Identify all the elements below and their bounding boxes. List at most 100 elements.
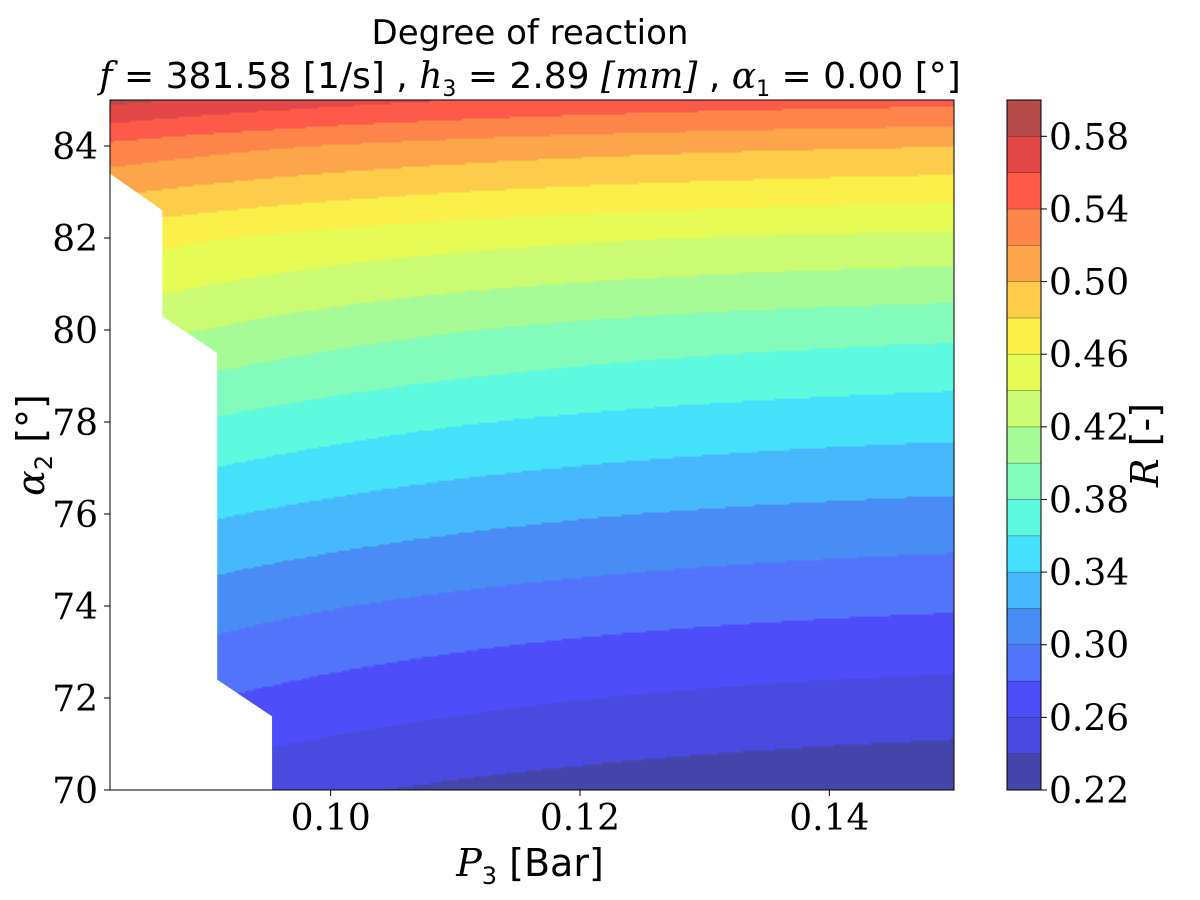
- contour-band-cell: [574, 282, 579, 321]
- contour-band-cell: [686, 112, 691, 131]
- contour-band-cell: [358, 492, 363, 549]
- contour-band-cell: [174, 118, 179, 137]
- contour-band-cell: [554, 186, 559, 215]
- contour-band-cell: [690, 356, 695, 405]
- contour-band-cell: [550, 214, 555, 247]
- contour-band-cell: [342, 496, 347, 551]
- contour-band-cell: [826, 396, 831, 447]
- contour-band-cell: [558, 468, 563, 523]
- contour-band-cell: [618, 132, 623, 157]
- contour-band-cell: [858, 500, 863, 557]
- contour-band-cell: [318, 230, 323, 269]
- contour-band-cell: [738, 236, 743, 273]
- contour-band-cell: [270, 178, 275, 207]
- contour-band-cell: [458, 332, 463, 379]
- contour-band-cell: [414, 296, 419, 339]
- contour-band-cell: [638, 278, 643, 317]
- contour-band-cell: [450, 480, 455, 535]
- contour-band-cell: [250, 460, 255, 513]
- contour-band-cell: [738, 272, 743, 311]
- contour-band-cell: [514, 116, 519, 137]
- contour-band-cell: [582, 114, 587, 135]
- contour-band-cell: [918, 106, 923, 127]
- contour-band-cell: [194, 116, 199, 135]
- contour-band-cell: [262, 110, 267, 131]
- contour-band-cell: [702, 404, 707, 455]
- colorbar-band: [1006, 136, 1042, 173]
- contour-band-cell: [394, 386, 399, 435]
- contour-band-cell: [498, 528, 503, 587]
- contour-band-cell: [774, 398, 779, 451]
- contour-band-cell: [914, 442, 919, 497]
- contour-band-cell: [398, 196, 403, 225]
- contour-band-cell: [466, 532, 471, 591]
- contour-band-cell: [446, 780, 451, 790]
- contour-band-cell: [590, 100, 595, 115]
- contour-band-cell: [678, 112, 683, 133]
- contour-band-cell: [802, 746, 807, 790]
- contour-band-cell: [698, 130, 703, 153]
- contour-band-cell: [898, 204, 903, 233]
- contour-band-cell: [818, 560, 823, 619]
- contour-band-cell: [506, 288, 511, 327]
- contour-band-cell: [750, 236, 755, 273]
- contour-band-cell: [206, 184, 211, 213]
- contour-band-cell: [278, 176, 283, 205]
- contour-band-cell: [570, 466, 575, 521]
- contour-band-cell: [614, 410, 619, 463]
- contour-band-cell: [486, 474, 491, 531]
- contour-band-cell: [610, 362, 615, 411]
- contour-band-cell: [494, 288, 499, 329]
- contour-band-cell: [710, 754, 715, 790]
- contour-band-cell: [778, 682, 783, 749]
- contour-band-cell: [734, 752, 739, 790]
- contour-band-cell: [546, 158, 551, 187]
- contour-band-cell: [238, 514, 243, 571]
- contour-band-cell: [410, 540, 415, 597]
- contour-band-cell: [738, 402, 743, 453]
- contour-band-cell: [462, 778, 467, 790]
- contour-band-cell: [882, 498, 887, 557]
- contour-band-cell: [794, 128, 799, 151]
- contour-band-cell: [314, 612, 319, 677]
- contour-band-cell: [830, 270, 835, 307]
- contour-band-cell: [618, 516, 623, 575]
- contour-band-cell: [846, 500, 851, 559]
- colorbar-band: [1006, 426, 1042, 464]
- contour-band-cell: [818, 234, 823, 271]
- contour-band-cell: [810, 502, 815, 561]
- contour-band-cell: [390, 168, 395, 197]
- contour-band-cell: [474, 530, 479, 589]
- contour-band-cell: [498, 328, 503, 375]
- contour-band-cell: [418, 256, 423, 297]
- contour-band-cell: [802, 206, 807, 235]
- contour-band-cell: [922, 614, 927, 675]
- contour-band-cell: [146, 100, 151, 103]
- contour-band-cell: [298, 128, 303, 147]
- contour-band-cell: [126, 100, 131, 103]
- contour-band-cell: [870, 148, 875, 177]
- contour-band-cell: [622, 462, 627, 515]
- contour-band-cell: [650, 692, 655, 759]
- contour-band-cell: [738, 310, 743, 355]
- contour-band-cell: [758, 110, 763, 131]
- contour-band-cell: [402, 786, 407, 790]
- contour-band-cell: [786, 108, 791, 129]
- contour-band-cell: [630, 154, 635, 185]
- contour-band-cell: [778, 450, 783, 505]
- contour-band-cell: [770, 150, 775, 179]
- contour-band-cell: [550, 158, 555, 187]
- contour-band-cell: [214, 240, 219, 285]
- contour-band-cell: [134, 140, 139, 165]
- contour-band-cell: [602, 212, 607, 243]
- contour-band-cell: [386, 726, 391, 789]
- contour-band-cell: [474, 190, 479, 219]
- contour-band-cell: [522, 248, 527, 287]
- contour-band-cell: [290, 402, 295, 453]
- contour-band-cell: [586, 364, 591, 413]
- contour-band-cell: [670, 358, 675, 407]
- contour-band-cell: [490, 138, 495, 163]
- contour-band-cell: [550, 246, 555, 285]
- contour-band-cell: [462, 252, 467, 293]
